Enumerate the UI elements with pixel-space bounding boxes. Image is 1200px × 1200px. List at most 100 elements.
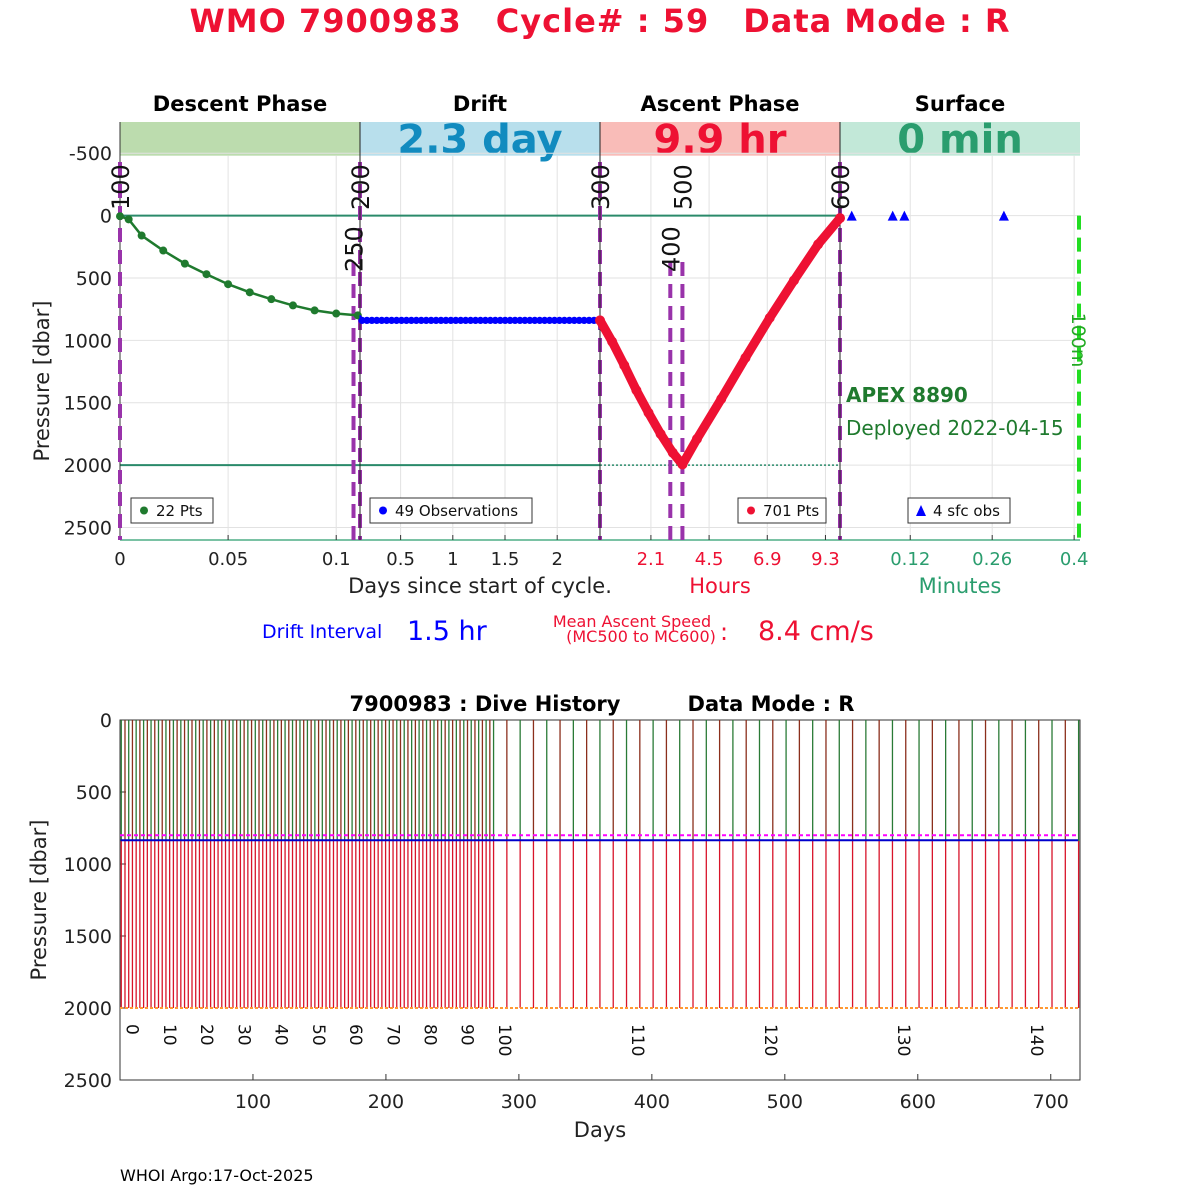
drift-point xyxy=(521,316,529,324)
descent-point xyxy=(288,301,297,310)
history-cycle-label: 60 xyxy=(345,1024,365,1046)
y-tick-label: -500 xyxy=(69,143,112,165)
legend-box-1 xyxy=(369,497,533,524)
phase-band-descent xyxy=(120,122,360,156)
ascent-point xyxy=(835,213,845,224)
drift-point xyxy=(585,316,593,324)
descent-point xyxy=(124,215,133,224)
mission-code-600: 600 xyxy=(827,164,855,210)
y-tick-label: 2500 xyxy=(64,518,112,540)
history-y-tick-label: 2500 xyxy=(64,1070,112,1092)
drift-point xyxy=(412,316,420,324)
drift-point xyxy=(501,316,509,324)
drift-point xyxy=(373,316,381,324)
legend-label-1: 49 Observations xyxy=(395,502,518,520)
y-tick-label: 2000 xyxy=(64,455,112,477)
history-y-tick-label: 1000 xyxy=(64,854,112,876)
legend-label-2: 701 Pts xyxy=(763,502,819,520)
drift-point xyxy=(402,316,411,324)
x-tick-label: 2.1 xyxy=(637,549,666,570)
drift-point xyxy=(476,316,485,324)
drift-point xyxy=(560,316,568,324)
drift-point xyxy=(392,316,401,324)
history-x-tick-label: 500 xyxy=(767,1091,803,1113)
drift-point xyxy=(550,316,559,324)
ascent-point xyxy=(677,459,688,470)
drift-point xyxy=(575,316,583,324)
main-title: WMO 7900983 Cycle# : 59 Data Mode : R xyxy=(0,2,1200,40)
mission-code-100: 100 xyxy=(107,164,135,210)
descent-point xyxy=(180,259,189,268)
deploy-date-label: Deployed 2022-04-15 xyxy=(846,416,1064,440)
legend-label-3: 4 sfc obs xyxy=(933,502,1000,520)
history-cycle-label: 130 xyxy=(893,1024,913,1056)
y-axis-label: Pressure [dbar] xyxy=(30,301,54,462)
drift-point xyxy=(471,316,480,324)
history-cycle-label: 140 xyxy=(1026,1024,1046,1056)
history-y-tick-label: 0 xyxy=(100,710,112,732)
legend-marker-0 xyxy=(140,506,148,515)
history-cycle-label: 10 xyxy=(159,1024,179,1046)
x-tick-label: 6.9 xyxy=(753,549,782,570)
ascent-point xyxy=(691,433,702,444)
drift-point xyxy=(526,316,534,324)
history-cycle-label: 40 xyxy=(271,1024,291,1046)
drift-point xyxy=(363,316,371,324)
ascent-point xyxy=(595,315,605,326)
history-cycle-label: 80 xyxy=(420,1024,440,1046)
drift-point xyxy=(580,316,588,324)
descent-point xyxy=(310,306,319,315)
ascent-point xyxy=(716,394,727,405)
legend-marker-2 xyxy=(747,506,755,515)
history-cycle-label: 120 xyxy=(760,1024,780,1056)
drift-point xyxy=(437,316,445,324)
surface-point xyxy=(887,210,898,221)
x-axis-label-minutes: Minutes xyxy=(919,574,1002,598)
ascent-point xyxy=(788,275,799,286)
history-y-tick-label: 500 xyxy=(76,782,112,804)
drift-point xyxy=(368,316,376,324)
title-wmo: WMO 7900983 xyxy=(189,2,462,40)
x-tick-label: 0.26 xyxy=(972,549,1012,570)
descent-point xyxy=(159,246,168,255)
drift-point xyxy=(407,316,415,324)
drift-point xyxy=(541,316,549,324)
descent-point xyxy=(332,309,341,318)
drift-point xyxy=(383,316,391,324)
drift-point xyxy=(427,316,435,324)
y-tick-label: 500 xyxy=(76,268,112,290)
ascent-line xyxy=(596,215,844,470)
phase-header-drift: Drift xyxy=(453,92,507,116)
phase-duration-surface: 0 min xyxy=(897,117,1023,163)
drift-point xyxy=(486,316,494,324)
phase-band-ascent xyxy=(600,122,840,156)
drift-point xyxy=(417,316,425,324)
history-x-tick-label: 200 xyxy=(368,1091,404,1113)
descent-point xyxy=(202,270,211,279)
drift-point xyxy=(516,316,524,324)
legend-box-3 xyxy=(907,497,1011,524)
mission-code-200: 200 xyxy=(347,164,375,210)
history-cycle-label: 50 xyxy=(308,1024,328,1046)
history-x-tick-label: 700 xyxy=(1033,1091,1069,1113)
drift-point xyxy=(358,316,366,324)
ascent-point xyxy=(631,385,642,396)
history-x-tick-label: 300 xyxy=(501,1091,537,1113)
drift-point xyxy=(491,316,499,324)
ascent-point xyxy=(740,352,751,363)
ascent-point xyxy=(667,447,678,458)
history-title: 7900983 : Dive History xyxy=(350,692,621,716)
legend-label-0: 22 Pts xyxy=(156,502,203,520)
ascent-point xyxy=(619,360,630,371)
surface-point xyxy=(846,210,857,221)
surface-point xyxy=(998,210,1009,221)
history-x-tick-label: 100 xyxy=(235,1091,271,1113)
descent-point xyxy=(116,212,124,221)
ascent-speed-colon: : xyxy=(720,618,728,646)
drift-point xyxy=(432,316,440,324)
history-x-axis-label: Days xyxy=(574,1118,626,1142)
drift-point xyxy=(378,316,386,324)
x-tick-label: 1.5 xyxy=(491,549,520,570)
history-y-axis-label: Pressure [dbar] xyxy=(27,820,51,981)
legend-marker-3 xyxy=(916,505,926,516)
